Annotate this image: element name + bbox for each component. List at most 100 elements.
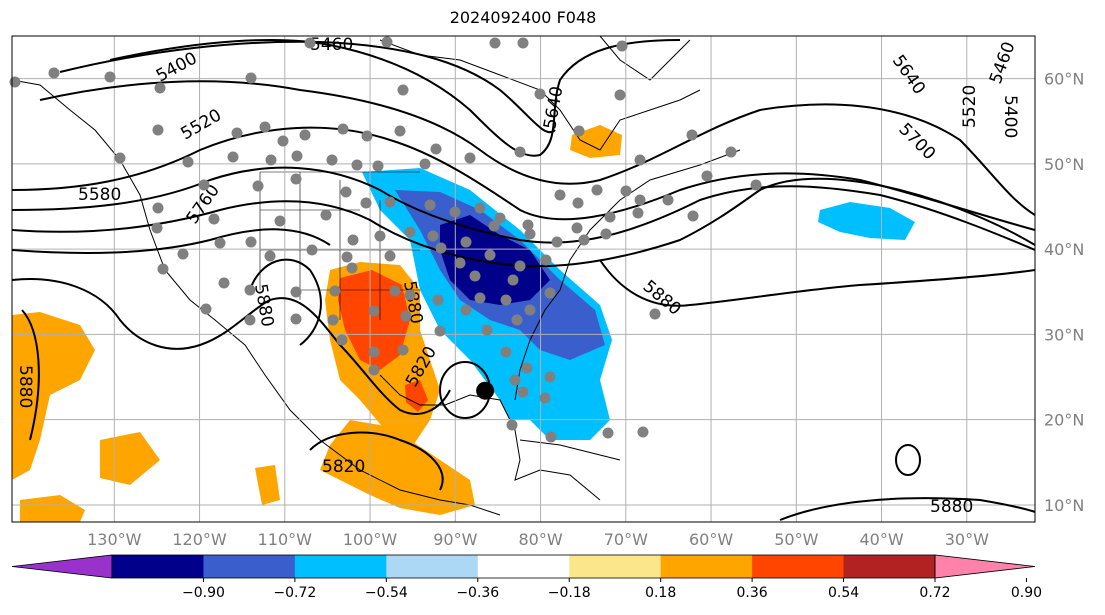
station-dot — [634, 194, 646, 206]
positive-anomaly-gulf-red — [405, 380, 428, 412]
station-dot — [114, 152, 126, 164]
station-dot — [104, 71, 116, 83]
colorbar-tick-label: 0.18 — [645, 585, 676, 601]
station-dot — [157, 263, 169, 275]
anomaly-shading — [12, 125, 915, 522]
station-dot — [245, 72, 257, 84]
cuba — [519, 439, 621, 461]
label-5880-pacific: 5880 — [15, 365, 35, 408]
station-dot — [48, 67, 60, 79]
station-dot — [686, 129, 698, 141]
contour-5460 — [59, 40, 556, 134]
station-dot — [554, 189, 566, 201]
longitude-tick-label: 30°W — [945, 530, 989, 549]
station-dot — [336, 334, 348, 346]
station-dot — [397, 344, 409, 356]
station-dot — [277, 135, 289, 147]
station-dot — [591, 184, 603, 196]
station-dot — [602, 427, 614, 439]
station-dot — [701, 170, 713, 182]
station-dot — [573, 125, 585, 137]
station-dot — [725, 146, 737, 158]
station-dot — [427, 230, 439, 242]
longitude-tick-label: 60°W — [689, 530, 733, 549]
station-dot — [265, 154, 277, 166]
label-5400-east: 5400 — [1000, 95, 1020, 138]
station-dot — [545, 431, 557, 443]
station-dot — [368, 305, 380, 317]
station-dot — [360, 197, 372, 209]
station-dot — [474, 202, 486, 214]
station-dot — [304, 37, 316, 49]
station-dot — [152, 124, 164, 136]
coastlines — [12, 36, 741, 516]
station-dot — [351, 159, 363, 171]
longitude-tick-label: 110°W — [258, 530, 313, 549]
station-dot — [514, 146, 526, 158]
station-dot — [616, 40, 628, 52]
north-america-west-coast — [12, 79, 501, 516]
contour-5700 — [12, 177, 1035, 268]
storm-center-marker — [476, 381, 495, 400]
station-dot — [551, 236, 563, 248]
colorbar-segment — [569, 555, 662, 578]
station-dot — [291, 150, 303, 162]
colorbar-tick-label: −0.36 — [456, 585, 499, 601]
station-dot — [488, 220, 500, 232]
label-5460-north: 5460 — [310, 35, 353, 55]
station-dot — [177, 248, 189, 260]
longitude-tick-label: 70°W — [604, 530, 648, 549]
longitude-tick-label: 100°W — [343, 530, 398, 549]
latitude-tick-labels: 60°N 50°N 40°N 30°N 20°N 10°N — [1044, 70, 1084, 515]
station-dot — [687, 210, 699, 222]
station-dot — [632, 207, 644, 219]
label-5880-south: 5880 — [930, 497, 973, 517]
colorbar-segment — [386, 555, 479, 578]
station-dot — [397, 84, 409, 96]
station-dot — [500, 346, 512, 358]
station-dot — [327, 314, 339, 326]
station-dot — [517, 386, 529, 398]
greenland-edge — [599, 36, 691, 81]
station-dot — [320, 209, 332, 221]
station-dot — [346, 262, 358, 274]
station-dot — [404, 226, 416, 238]
station-dot — [200, 303, 212, 315]
colorbar-segment — [294, 555, 387, 578]
station-dot — [484, 249, 496, 261]
colorbar-tick-label: −0.90 — [182, 585, 225, 601]
station-dot — [634, 154, 646, 166]
station-dot — [506, 419, 518, 431]
label-5520-west: 5520 — [178, 105, 225, 144]
label-5700-east: 5700 — [894, 119, 939, 164]
station-dot — [274, 215, 286, 227]
station-dot — [290, 313, 302, 325]
station-dot — [571, 222, 583, 234]
station-dot — [264, 250, 276, 262]
station-dot — [432, 294, 444, 306]
station-dot — [374, 230, 386, 242]
contour-5640 — [12, 166, 1035, 251]
station-dot — [474, 292, 486, 304]
station-dot — [290, 286, 302, 298]
station-dot — [400, 310, 412, 322]
station-dot — [259, 121, 271, 133]
station-dot — [540, 254, 552, 266]
map-frame — [11, 35, 1036, 523]
longitude-tick-label: 80°W — [518, 530, 562, 549]
latitude-tick-label: 50°N — [1044, 155, 1084, 174]
station-dot — [9, 76, 21, 88]
colorbar: −0.90 −0.72 −0.54 −0.36 −0.18 0.18 0.36 0.54 0.7… — [11, 554, 1042, 601]
positive-anomaly-mexico — [320, 420, 475, 515]
colorbar-frame — [111, 554, 936, 579]
station-dot — [435, 242, 447, 254]
station-dot — [245, 236, 257, 248]
station-dot — [460, 304, 472, 316]
station-dot — [424, 199, 436, 211]
colorbar-segment — [203, 555, 296, 578]
graticule — [12, 36, 1035, 522]
longitude-tick-label: 50°W — [774, 530, 818, 549]
station-dot — [454, 257, 466, 269]
station-dot — [500, 294, 512, 306]
canada-arctic — [379, 39, 701, 151]
